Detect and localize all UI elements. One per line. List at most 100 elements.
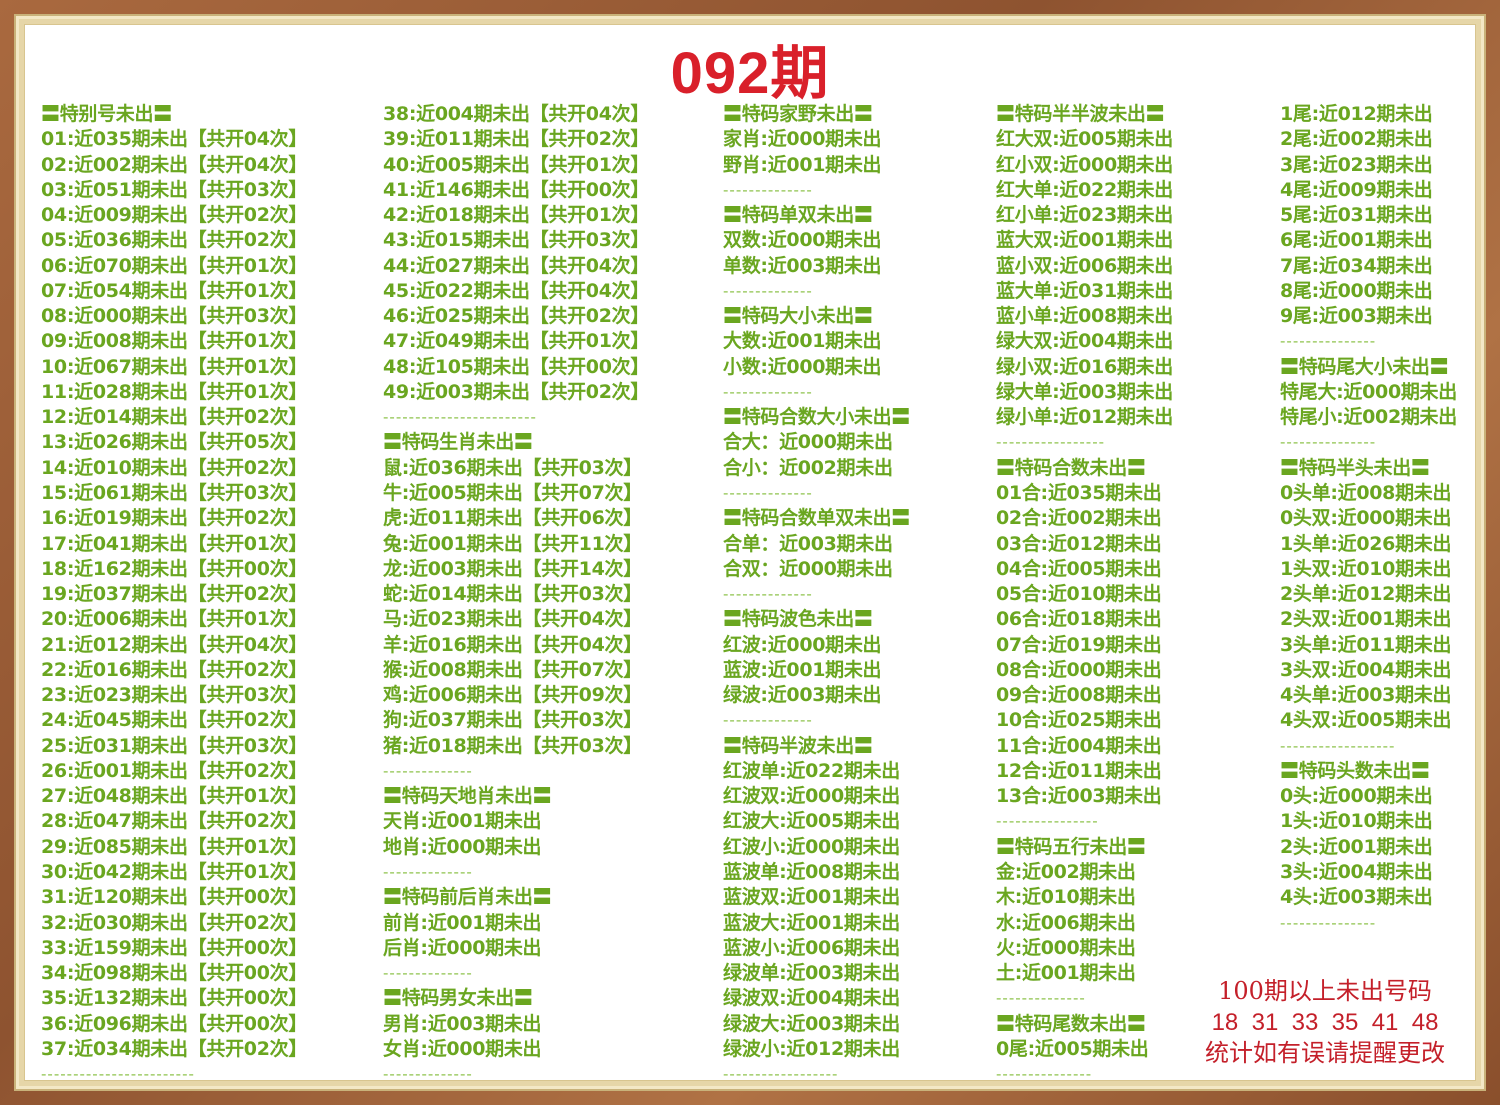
stat-line: 2头:近001期未出	[1280, 835, 1433, 858]
divider: --------------	[996, 989, 1086, 1008]
stat-line: 4头:近003期未出	[1280, 886, 1433, 909]
stat-line: 3头双:近004期未出	[1280, 658, 1452, 681]
stat-line: 羊:近016期未出【共开04次】	[383, 633, 642, 656]
stat-line: 03合:近012期未出	[996, 532, 1162, 555]
stat-line: 0头单:近008期未出	[1280, 481, 1452, 504]
stat-line: 17:近041期未出【共开01次】	[41, 532, 308, 555]
stat-line: 红波小:近000期未出	[723, 835, 900, 858]
stat-line: 04合:近005期未出	[996, 557, 1162, 580]
stat-line: 01:近035期未出【共开04次】	[41, 128, 308, 151]
stat-line: 07:近054期未出【共开01次】	[41, 279, 308, 302]
stat-line: 绿小单:近012期未出	[996, 406, 1173, 429]
stat-line: 蓝波大:近001期未出	[723, 911, 900, 934]
stat-line: 木:近010期未出	[996, 886, 1136, 909]
stat-line: 2头单:近012期未出	[1280, 583, 1452, 606]
divider: ---------------	[996, 1065, 1093, 1084]
divider: ---------------	[1280, 913, 1377, 932]
stat-line: 45:近022期未出【共开04次】	[383, 279, 650, 302]
stat-line: 金:近002期未出	[996, 860, 1136, 883]
stat-line: 41:近146期未出【共开00次】	[383, 178, 650, 201]
stat-line: 小数:近000期未出	[723, 355, 882, 378]
stat-line: 3头:近004期未出	[1280, 860, 1433, 883]
stat-line: 10:近067期未出【共开01次】	[41, 355, 308, 378]
section-heading: 〓特码尾数未出〓	[996, 1012, 1146, 1035]
stat-line: 36:近096期未出【共开00次】	[41, 1012, 308, 1035]
stat-line: 蓝小双:近006期未出	[996, 254, 1173, 277]
divider: --------------	[723, 180, 813, 199]
stat-line: 天肖:近001期未出	[383, 810, 542, 833]
note-heading: 100期以上未出号码	[1218, 977, 1432, 1005]
stat-line: 14:近010期未出【共开02次】	[41, 456, 308, 479]
stat-line: 野肖:近001期未出	[723, 153, 882, 176]
section-heading: 〓特别号未出〓	[41, 103, 172, 125]
column-half-waves-sums: 〓特码半半波未出〓 红大双:近005期未出 红小双:近000期未出 红大单:近022期…	[996, 102, 1173, 1087]
stat-line: 49:近003期未出【共开02次】	[383, 380, 650, 403]
stat-line: 0头双:近000期未出	[1280, 507, 1452, 530]
stat-line: 08:近000期未出【共开03次】	[41, 305, 308, 328]
note-box: 100期以上未出号码 18 31 33 35 41 48 统计如有误请提醒更改	[1180, 976, 1470, 1069]
stat-line: 3头单:近011期未出	[1280, 633, 1452, 656]
stat-line: 29:近085期未出【共开01次】	[41, 835, 308, 858]
divider: ------------------------	[41, 1065, 195, 1084]
stat-line: 女肖:近000期未出	[383, 1037, 542, 1060]
stat-line: 34:近098期未出【共开00次】	[41, 962, 308, 985]
stat-line: 水:近006期未出	[996, 911, 1136, 934]
stat-line: 09:近008期未出【共开01次】	[41, 330, 308, 353]
column-tails-heads: 1尾:近012期未出 2尾:近002期未出 3尾:近023期未出 4尾:近009期未出…	[1280, 102, 1457, 936]
stat-line: 04:近009期未出【共开02次】	[41, 204, 308, 227]
divider: --------------	[723, 483, 813, 502]
stat-line: 合大：近000期未出	[723, 431, 893, 454]
stat-line: 鸡:近006期未出【共开09次】	[383, 684, 642, 707]
stat-line: 绿大单:近003期未出	[996, 380, 1173, 403]
stat-line: 1头单:近026期未出	[1280, 532, 1452, 555]
stat-line: 48:近105期未出【共开00次】	[383, 355, 650, 378]
stat-line: 22:近016期未出【共开02次】	[41, 658, 308, 681]
stat-line: 绿大双:近004期未出	[996, 330, 1173, 353]
stat-line: 31:近120期未出【共开00次】	[41, 886, 308, 909]
stat-line: 牛:近005期未出【共开07次】	[383, 481, 642, 504]
stat-line: 43:近015期未出【共开03次】	[383, 229, 650, 252]
stat-line: 11合:近004期未出	[996, 734, 1162, 757]
stat-line: 家肖:近000期未出	[723, 128, 882, 151]
stat-line: 38:近004期未出【共开04次】	[383, 103, 650, 125]
stat-line: 绿小双:近016期未出	[996, 355, 1173, 378]
stat-line: 20:近006期未出【共开01次】	[41, 608, 308, 631]
divider: -----------------	[996, 433, 1106, 452]
stat-line: 猪:近018期未出【共开03次】	[383, 734, 642, 757]
stat-line: 红波:近000期未出	[723, 633, 882, 656]
stat-line: 蓝大双:近001期未出	[996, 229, 1173, 252]
stat-line: 4头双:近005期未出	[1280, 709, 1452, 732]
stat-line: 03:近051期未出【共开03次】	[41, 178, 308, 201]
stat-line: 6尾:近001期未出	[1280, 229, 1433, 252]
column-attributes-waves: 〓特码家野未出〓 家肖:近000期未出 野肖:近001期未出 ------------…	[723, 102, 910, 1087]
stat-line: 红大双:近005期未出	[996, 128, 1173, 151]
stat-line: 02合:近002期未出	[996, 507, 1162, 530]
stat-line: 合双：近000期未出	[723, 557, 893, 580]
stat-line: 13合:近003期未出	[996, 785, 1162, 808]
stat-line: 特尾大:近000期未出	[1280, 380, 1457, 403]
stat-line: 后肖:近000期未出	[383, 936, 542, 959]
stat-line: 9尾:近003期未出	[1280, 305, 1433, 328]
stat-line: 蓝波双:近001期未出	[723, 886, 900, 909]
stat-line: 19:近037期未出【共开02次】	[41, 583, 308, 606]
stat-line: 2头双:近001期未出	[1280, 608, 1452, 631]
stat-line: 24:近045期未出【共开02次】	[41, 709, 308, 732]
stat-line: 13:近026期未出【共开05次】	[41, 431, 308, 454]
stat-line: 15:近061期未出【共开03次】	[41, 481, 308, 504]
note-footer: 统计如有误请提醒更改	[1205, 1039, 1445, 1067]
section-heading: 〓特码前后肖未出〓	[383, 886, 552, 909]
stat-line: 35:近132期未出【共开00次】	[41, 987, 308, 1010]
stat-line: 地肖:近000期未出	[383, 835, 542, 858]
stat-line: 合单：近003期未出	[723, 532, 893, 555]
stat-line: 37:近034期未出【共开02次】	[41, 1037, 308, 1060]
stat-line: 18:近162期未出【共开00次】	[41, 557, 308, 580]
stat-line: 28:近047期未出【共开02次】	[41, 810, 308, 833]
stat-line: 11:近028期未出【共开01次】	[41, 380, 308, 403]
stat-line: 07合:近019期未出	[996, 633, 1162, 656]
stat-line: 06:近070期未出【共开01次】	[41, 254, 308, 277]
stat-line: 蓝波:近001期未出	[723, 658, 882, 681]
stat-line: 狗:近037期未出【共开03次】	[383, 709, 642, 732]
stat-line: 龙:近003期未出【共开14次】	[383, 557, 642, 580]
section-heading: 〓特码单双未出〓	[723, 204, 873, 227]
stat-line: 12合:近011期未出	[996, 759, 1162, 782]
